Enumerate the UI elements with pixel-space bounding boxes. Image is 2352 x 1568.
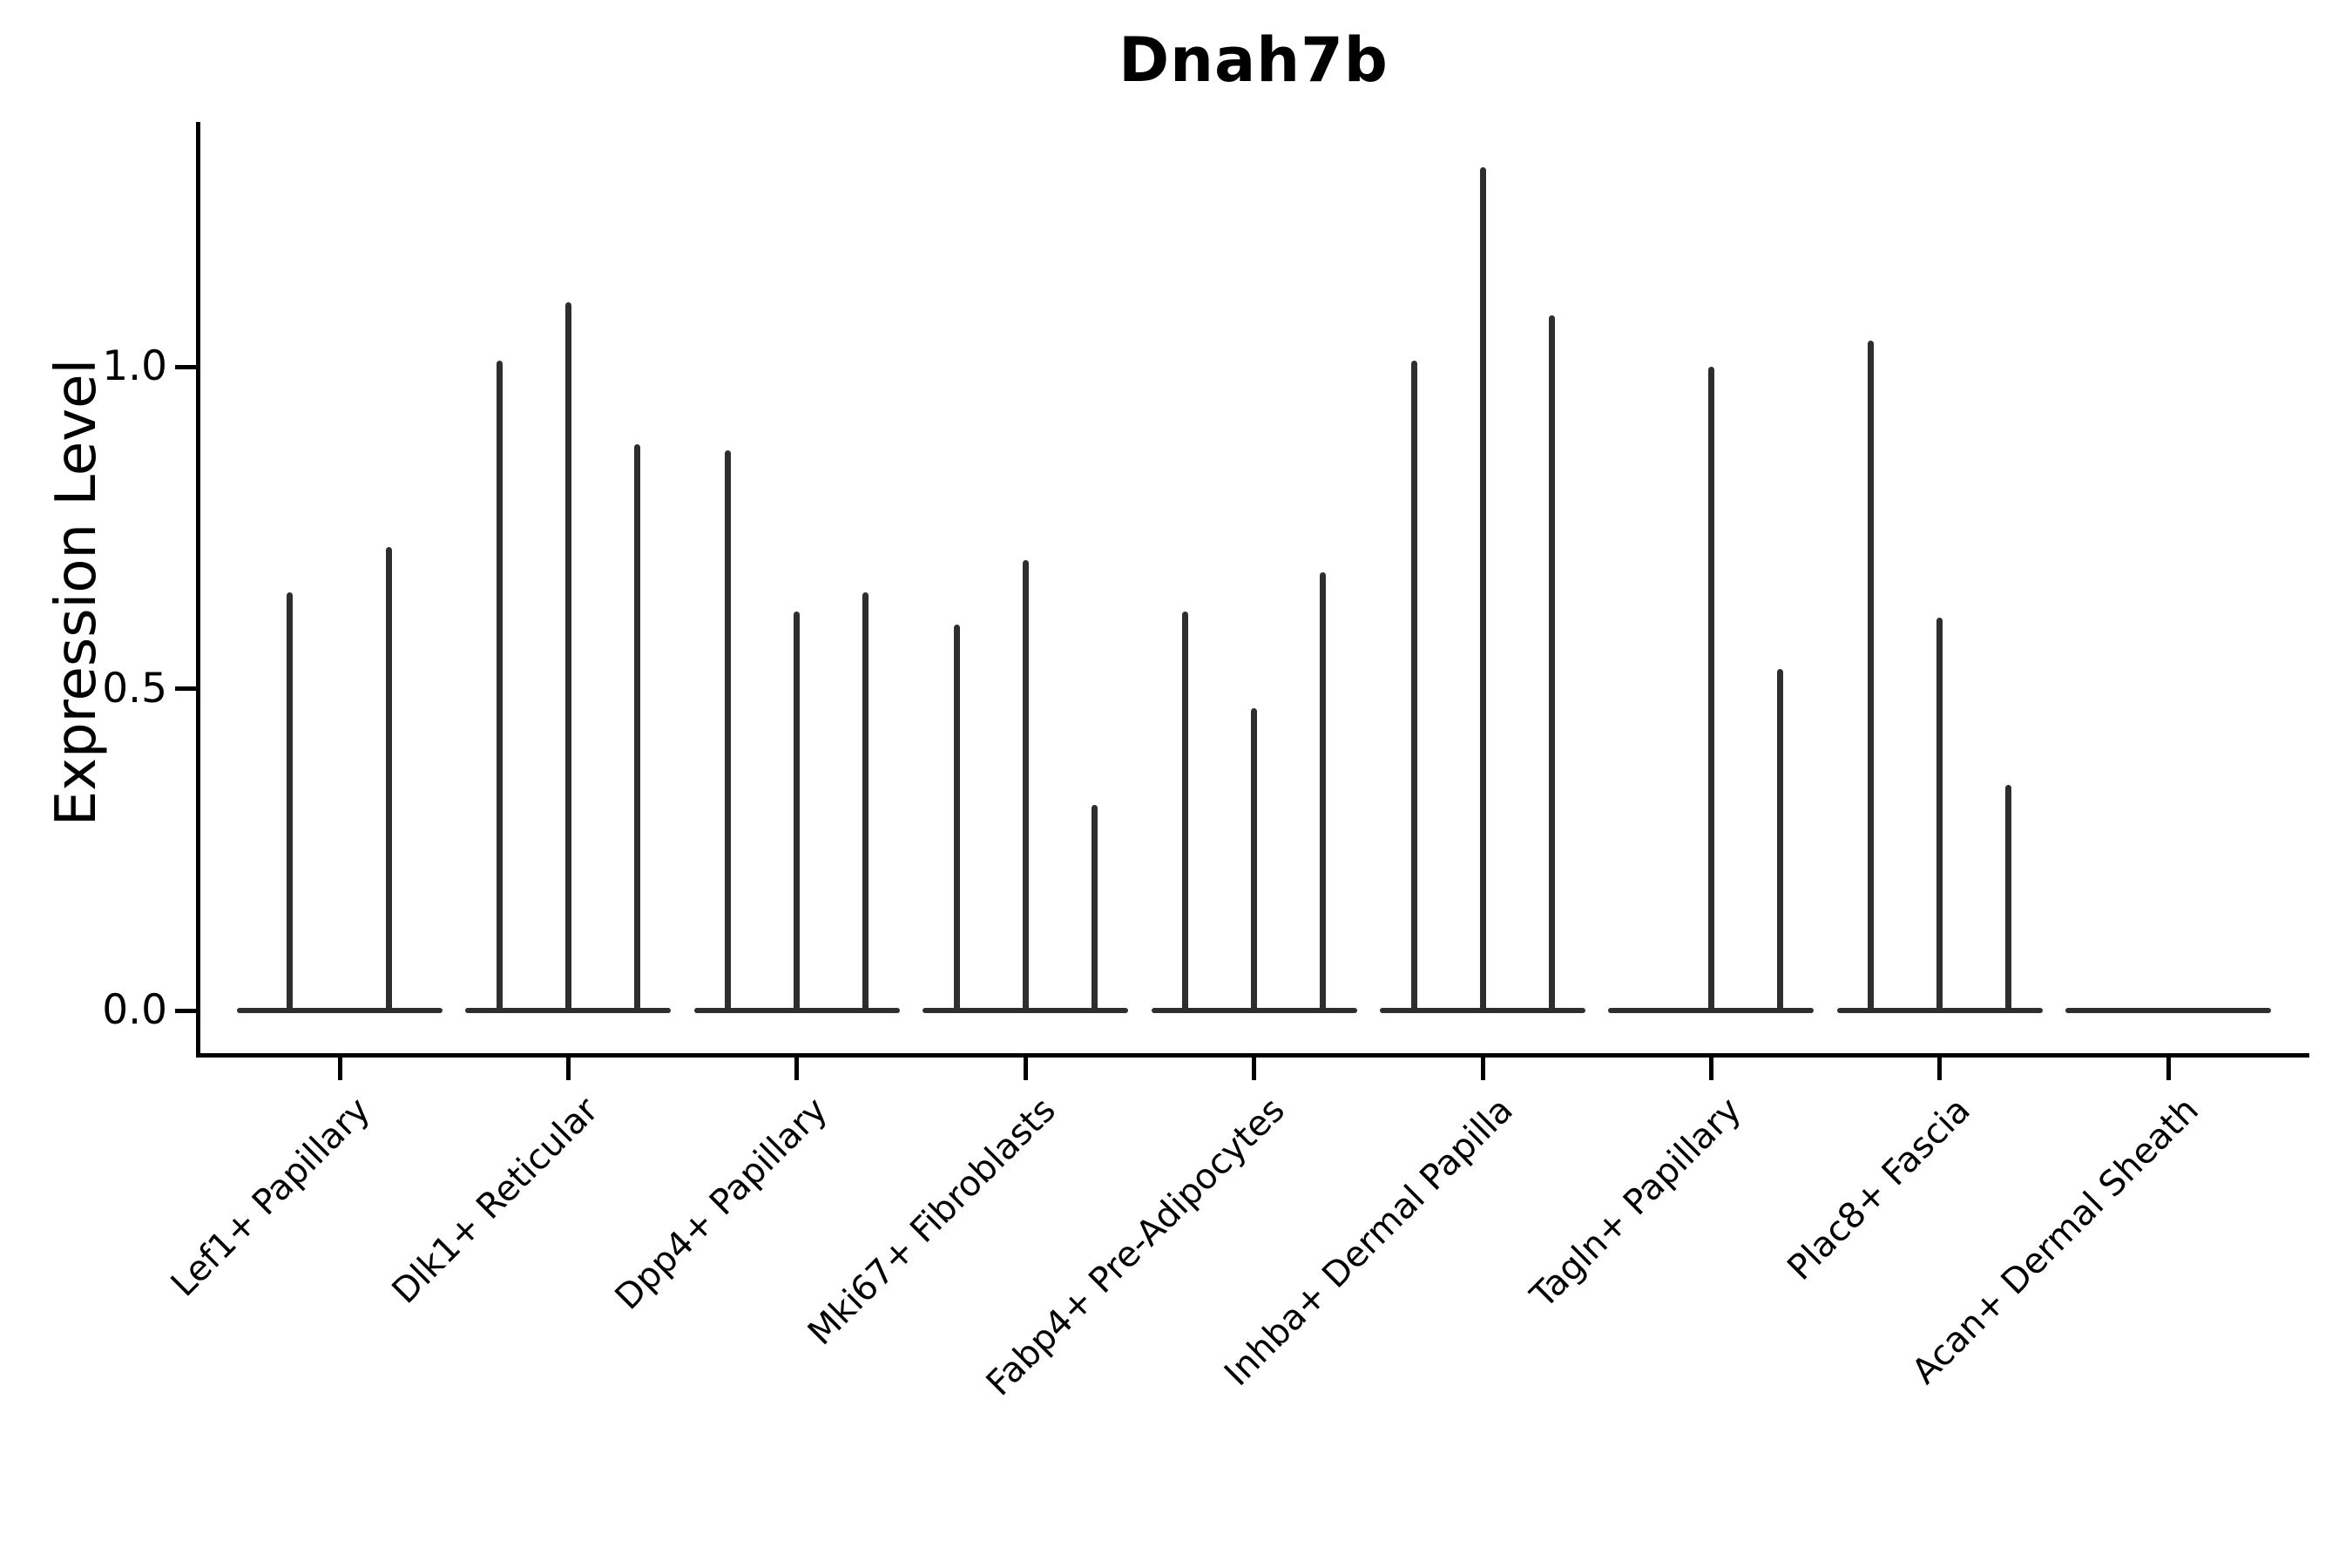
expression-spike: [1707, 367, 1714, 1012]
expression-spike: [1548, 314, 1555, 1012]
expression-spike: [1320, 572, 1327, 1012]
x-tick-mark: [2166, 1058, 2171, 1080]
expression-spike: [1776, 669, 1783, 1012]
violin-baseline: [2065, 1008, 2272, 1013]
y-tick-label: 1.0: [102, 342, 167, 390]
x-tick-label: Dlk1+ Reticular: [384, 1090, 607, 1312]
expression-spike: [633, 443, 640, 1012]
y-tick-mark: [175, 1008, 198, 1013]
y-tick-mark: [175, 686, 198, 691]
x-tick-mark: [1708, 1058, 1713, 1080]
chart-title: Dnah7b: [1119, 24, 1389, 96]
y-tick-label: 0.5: [102, 664, 167, 713]
x-tick-label: Mki67+ Fibroblasts: [801, 1090, 1064, 1354]
expression-spike: [1022, 559, 1029, 1012]
expression-spike: [1868, 341, 1875, 1012]
x-tick-mark: [794, 1058, 800, 1080]
x-tick-mark: [1023, 1058, 1028, 1080]
x-tick-label: Dpp4+ Papillary: [607, 1090, 835, 1318]
expression-spike: [1251, 707, 1258, 1012]
x-tick-label: Acan+ Dermal Sheath: [1904, 1090, 2207, 1392]
x-tick-label: Tagln+ Papillary: [1523, 1090, 1750, 1316]
expression-spike: [385, 546, 392, 1012]
expression-spike: [564, 302, 571, 1012]
x-tick-label: Inhba+ Dermal Papilla: [1217, 1090, 1521, 1395]
x-tick-mark: [1480, 1058, 1485, 1080]
x-tick-label: Plac8+ Fascia: [1780, 1090, 1978, 1288]
expression-spike: [794, 611, 801, 1012]
x-tick-mark: [337, 1058, 342, 1080]
x-tick-label: Fabp4+ Pre-Adipocytes: [978, 1090, 1293, 1404]
x-axis-spine: [196, 1053, 2309, 1058]
y-axis-spine: [196, 122, 200, 1058]
x-tick-label: Lef1+ Papillary: [163, 1090, 378, 1305]
violin-baseline: [237, 1008, 443, 1013]
y-tick-mark: [175, 364, 198, 369]
x-tick-mark: [1252, 1058, 1257, 1080]
expression-spike: [1479, 166, 1486, 1012]
x-tick-mark: [565, 1058, 571, 1080]
x-tick-mark: [1937, 1058, 1943, 1080]
expression-spike: [862, 591, 869, 1012]
expression-spike: [2005, 785, 2012, 1012]
expression-spike: [1936, 618, 1943, 1012]
expression-spike: [286, 591, 293, 1012]
expression-spike: [496, 360, 503, 1012]
expression-spike: [1091, 804, 1098, 1012]
expression-spike: [953, 624, 960, 1012]
expression-spike: [725, 450, 732, 1012]
expression-spike: [1182, 611, 1189, 1012]
expression-spike: [1410, 360, 1417, 1012]
y-tick-label: 0.0: [102, 986, 167, 1034]
